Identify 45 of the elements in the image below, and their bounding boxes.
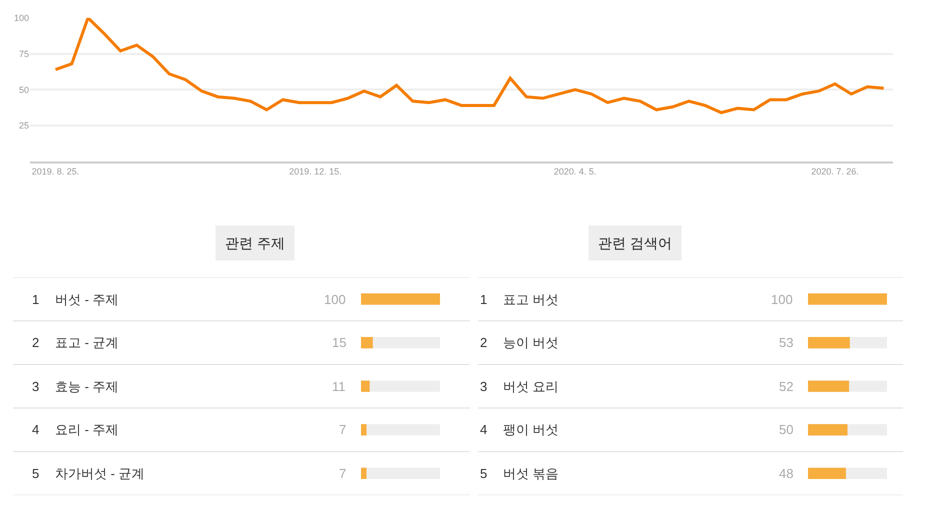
text: 5 xyxy=(480,466,488,481)
x-tick-label: 2020. 7. 26. xyxy=(811,166,859,176)
data-label: 50 xyxy=(779,422,794,437)
y-tick-label: 50 xyxy=(18,84,29,95)
text: 4 xyxy=(480,422,488,437)
y-tick-label: 75 xyxy=(18,48,29,59)
y-tick-label: 팽이 버섯 xyxy=(503,422,559,437)
line-series xyxy=(54,18,886,114)
y-tick-label: 표고 - 균계 xyxy=(55,335,119,350)
data-label: 7 xyxy=(339,422,346,437)
x-tick-label: 2020. 4. 5. xyxy=(554,166,596,176)
data-label: 100 xyxy=(771,292,793,307)
text: 2 xyxy=(480,335,488,350)
data-label: 53 xyxy=(779,335,794,350)
text: 1 xyxy=(480,292,488,307)
y-tick-label: 표고 버섯 xyxy=(503,292,559,307)
x-tick-label: 2019. 8. 25. xyxy=(32,166,80,176)
text: 관련 검색어 xyxy=(598,235,672,251)
y-tick-label: 버섯 요리 xyxy=(503,379,559,394)
y-tick-label: 능이 버섯 xyxy=(503,335,559,350)
y-tick-label: 버섯 볶음 xyxy=(503,466,559,481)
text: 3 xyxy=(32,379,40,394)
data-label: 52 xyxy=(779,379,794,394)
y-tick-label: 차가버섯 - 균계 xyxy=(55,466,145,481)
y-tick-label: 효능 - 주제 xyxy=(55,379,119,394)
y-tick-label: 100 xyxy=(14,13,29,24)
text: 2 xyxy=(32,335,40,350)
text: 4 xyxy=(32,422,40,437)
data-label: 7 xyxy=(339,466,346,481)
data-label: 100 xyxy=(324,292,346,307)
y-tick-label: 25 xyxy=(18,120,29,131)
y-tick-label: 버섯 - 주제 xyxy=(55,292,119,307)
text: 5 xyxy=(32,466,40,481)
bar xyxy=(361,424,367,436)
data-label: 11 xyxy=(332,379,346,394)
chart-title: 관련 주제 xyxy=(225,235,285,251)
text: 3 xyxy=(480,379,488,394)
bar xyxy=(361,380,370,392)
x-tick-label: 2019. 12. 15. xyxy=(289,166,342,176)
data-label: 15 xyxy=(332,335,346,350)
text: 1 xyxy=(32,292,40,307)
y-tick-label: 요리 - 주제 xyxy=(55,422,119,437)
bar xyxy=(361,336,373,348)
bar xyxy=(361,468,367,480)
data-label: 48 xyxy=(779,466,794,481)
